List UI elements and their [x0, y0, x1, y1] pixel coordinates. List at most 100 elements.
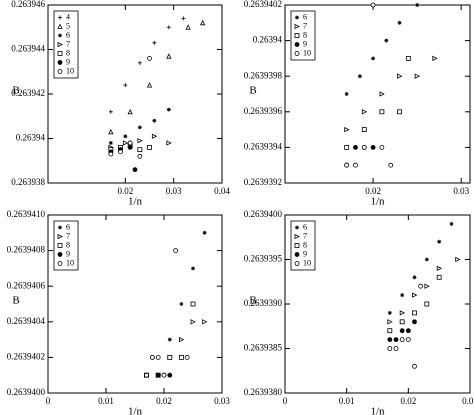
data-point	[137, 125, 142, 130]
legend-label: 8	[303, 30, 307, 39]
data-point	[137, 147, 143, 153]
data-point	[178, 354, 184, 360]
data-point	[418, 283, 424, 289]
data-point	[370, 144, 376, 150]
legend-marker	[294, 33, 300, 38]
data-point	[151, 133, 158, 139]
legend-label: 6	[66, 222, 70, 231]
legend-label: 10	[303, 258, 311, 267]
legend-marker	[57, 69, 63, 74]
x-tick-label: 0	[283, 396, 288, 406]
x-tick-label: 0.02	[400, 396, 416, 406]
x-tick-label: 0.03	[462, 396, 474, 406]
legend-label: 8	[303, 240, 307, 249]
legend-label: 9	[66, 57, 70, 66]
y-tick-label: 0.2639396	[244, 106, 283, 116]
data-point	[436, 274, 442, 280]
legend-label: 9	[303, 249, 307, 258]
legend-marker	[57, 233, 63, 240]
data-point	[137, 153, 143, 159]
data-point	[455, 256, 461, 263]
x-tick-label: 0.03	[453, 186, 469, 196]
y-axis-label: B	[12, 295, 19, 307]
legend-marker	[57, 23, 63, 29]
legend-label: 9	[66, 249, 70, 258]
legend-marker	[294, 42, 300, 47]
legend-label: 5	[66, 21, 70, 30]
x-tick-label: 0	[46, 396, 51, 406]
data-point	[397, 20, 402, 25]
data-point	[202, 230, 207, 235]
data-point	[191, 266, 195, 271]
data-point	[190, 301, 196, 307]
data-point	[412, 319, 417, 325]
data-point	[127, 108, 133, 115]
data-point	[167, 372, 173, 378]
y-tick-label: 0.2639402	[7, 351, 45, 361]
data-point	[412, 275, 417, 280]
legend-marker	[295, 15, 299, 20]
data-point	[190, 319, 196, 325]
data-point	[399, 337, 405, 343]
data-point	[449, 221, 454, 226]
legend-marker	[57, 60, 63, 65]
data-point	[432, 55, 438, 62]
panel: 0.263938 0.26394 0.263942 0.263944 0.263946 0…	[11, 0, 230, 208]
data-point	[147, 56, 152, 61]
panel: 0.2639400 0.2639402 0.2639404 0.2639406 0.26…	[7, 209, 231, 415]
data-point	[179, 302, 184, 306]
data-point	[184, 354, 190, 360]
y-tick-label: 0.263938	[11, 177, 45, 187]
legend-marker	[57, 243, 63, 248]
y-axis-label: B	[12, 85, 19, 97]
data-point	[132, 167, 138, 173]
legend-label: 8	[66, 240, 70, 249]
data-point	[361, 109, 368, 115]
data-point	[393, 346, 399, 351]
legend-marker	[294, 233, 300, 240]
data-point	[344, 92, 349, 96]
legend-marker	[295, 225, 299, 230]
data-point	[379, 109, 385, 115]
data-point	[399, 328, 405, 334]
data-point	[149, 354, 155, 360]
legend-marker	[294, 51, 300, 56]
data-point	[155, 372, 161, 378]
legend-label: 10	[303, 48, 311, 57]
y-tick-label: 0.2639408	[7, 245, 46, 255]
data-point	[399, 319, 405, 325]
data-point	[399, 310, 406, 316]
data-point	[123, 83, 128, 88]
data-point	[415, 3, 420, 7]
data-point	[161, 372, 167, 378]
data-point	[344, 126, 350, 133]
data-point	[167, 354, 173, 360]
data-point	[412, 310, 417, 316]
x-tick-label: 0.01	[339, 396, 355, 406]
legend-marker	[58, 225, 62, 230]
legend-label: 6	[66, 30, 70, 39]
data-point	[137, 60, 142, 65]
data-point	[108, 151, 114, 157]
legend-label: 7	[66, 39, 70, 48]
y-tick-label: 0.263944	[11, 44, 45, 54]
data-point	[437, 239, 442, 244]
y-tick-label: 0.26394	[16, 133, 46, 143]
data-point	[405, 337, 411, 343]
data-point	[353, 144, 358, 150]
y-tick-label: 0.2639410	[7, 209, 46, 219]
data-point	[393, 337, 399, 343]
data-point	[202, 319, 208, 325]
data-point	[387, 319, 393, 325]
y-tick-label: 0.2639394	[244, 141, 283, 151]
data-point	[361, 144, 367, 150]
y-tick-label: 0.2639395	[244, 254, 283, 264]
data-point	[424, 301, 430, 307]
data-point	[144, 372, 150, 378]
data-point	[344, 162, 350, 168]
data-point	[379, 91, 385, 97]
y-tick-label: 0.263942	[11, 88, 45, 98]
data-point	[397, 73, 403, 79]
data-point	[387, 337, 393, 343]
